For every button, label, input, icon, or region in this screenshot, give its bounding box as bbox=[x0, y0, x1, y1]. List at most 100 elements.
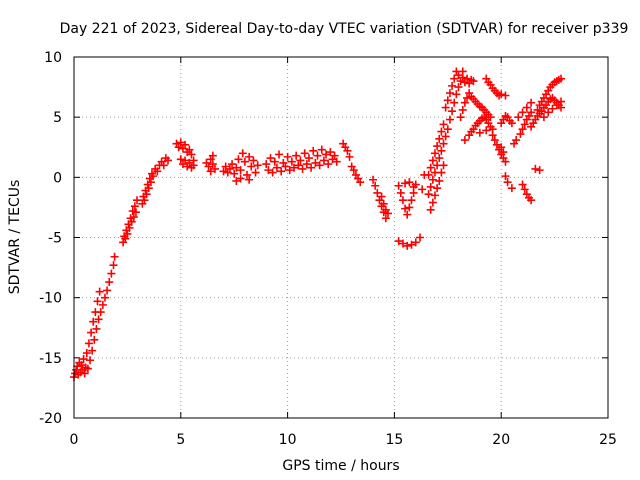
data-point bbox=[533, 105, 542, 114]
data-point bbox=[437, 168, 446, 177]
data-point bbox=[82, 349, 91, 358]
data-point bbox=[185, 145, 194, 154]
data-point bbox=[322, 150, 331, 159]
data-point bbox=[383, 209, 392, 218]
data-point bbox=[247, 162, 256, 171]
data-point bbox=[105, 278, 114, 287]
data-point bbox=[84, 339, 93, 348]
data-point bbox=[245, 175, 254, 184]
data-point bbox=[268, 168, 277, 177]
data-point bbox=[87, 328, 96, 337]
data-point bbox=[424, 190, 433, 199]
data-point bbox=[527, 98, 536, 107]
data-point bbox=[441, 132, 450, 141]
data-point bbox=[236, 166, 245, 175]
data-point bbox=[424, 170, 433, 179]
data-point bbox=[409, 182, 418, 191]
data-point bbox=[435, 134, 444, 143]
data-point bbox=[176, 155, 185, 164]
data-point bbox=[219, 167, 228, 176]
data-point bbox=[80, 369, 89, 378]
data-point bbox=[95, 287, 104, 296]
data-point bbox=[315, 161, 324, 170]
data-point bbox=[262, 160, 271, 169]
data-point bbox=[90, 335, 99, 344]
data-point bbox=[460, 98, 469, 107]
data-point bbox=[454, 83, 463, 92]
data-point bbox=[234, 155, 243, 164]
data-point bbox=[516, 130, 525, 139]
data-point bbox=[522, 103, 531, 112]
data-point bbox=[294, 161, 303, 170]
data-point bbox=[497, 90, 506, 99]
data-point bbox=[236, 174, 245, 183]
data-point bbox=[103, 286, 112, 295]
data-point bbox=[379, 199, 388, 208]
data-point bbox=[319, 156, 328, 165]
data-point bbox=[187, 150, 196, 159]
data-point bbox=[456, 113, 465, 122]
data-point bbox=[121, 234, 130, 243]
data-point bbox=[332, 157, 341, 166]
data-point bbox=[125, 223, 134, 232]
data-point bbox=[497, 143, 506, 152]
data-point bbox=[557, 74, 566, 83]
data-point bbox=[144, 184, 153, 193]
y-tick-label: -15 bbox=[39, 351, 62, 367]
data-point bbox=[448, 107, 457, 116]
data-point bbox=[86, 356, 95, 365]
data-point bbox=[394, 181, 403, 190]
data-point bbox=[405, 178, 414, 187]
x-tick-label: 25 bbox=[599, 432, 617, 448]
data-point bbox=[270, 157, 279, 166]
y-tick-label: -20 bbox=[39, 411, 62, 427]
data-point bbox=[131, 208, 140, 217]
data-point bbox=[405, 203, 414, 212]
data-point bbox=[381, 214, 390, 223]
data-point bbox=[460, 136, 469, 145]
data-point bbox=[298, 164, 307, 173]
data-point bbox=[309, 146, 318, 155]
data-point bbox=[501, 157, 510, 166]
data-point bbox=[140, 196, 149, 205]
data-point bbox=[371, 181, 380, 190]
data-point bbox=[433, 184, 442, 193]
data-point bbox=[433, 142, 442, 151]
data-point bbox=[445, 115, 454, 124]
data-point bbox=[281, 162, 290, 171]
data-point bbox=[439, 139, 448, 148]
data-point bbox=[109, 261, 118, 270]
data-point bbox=[123, 229, 132, 238]
data-point bbox=[501, 172, 510, 181]
data-point bbox=[98, 300, 107, 309]
data-point bbox=[482, 126, 491, 135]
data-point bbox=[514, 113, 523, 122]
data-point bbox=[544, 108, 553, 117]
data-point bbox=[266, 154, 275, 163]
data-point bbox=[475, 128, 484, 137]
data-point bbox=[458, 105, 467, 114]
data-point bbox=[520, 185, 529, 194]
data-point bbox=[300, 149, 309, 158]
data-point bbox=[535, 166, 544, 175]
data-point bbox=[181, 140, 190, 149]
data-point bbox=[313, 151, 322, 160]
data-point bbox=[232, 176, 241, 185]
data-point bbox=[407, 196, 416, 205]
data-point bbox=[159, 161, 168, 170]
data-point bbox=[539, 113, 548, 122]
data-point bbox=[107, 269, 116, 278]
data-point bbox=[79, 355, 88, 364]
data-point bbox=[469, 77, 478, 86]
data-point bbox=[176, 138, 185, 147]
data-point bbox=[492, 140, 501, 149]
data-point bbox=[349, 166, 358, 175]
data-point bbox=[452, 90, 461, 99]
data-point bbox=[518, 180, 527, 189]
x-tick-label: 15 bbox=[385, 432, 403, 448]
data-point bbox=[221, 162, 230, 171]
data-point bbox=[441, 103, 450, 112]
x-axis-label: GPS time / hours bbox=[282, 458, 399, 474]
data-point bbox=[88, 346, 97, 355]
data-point bbox=[398, 239, 407, 248]
